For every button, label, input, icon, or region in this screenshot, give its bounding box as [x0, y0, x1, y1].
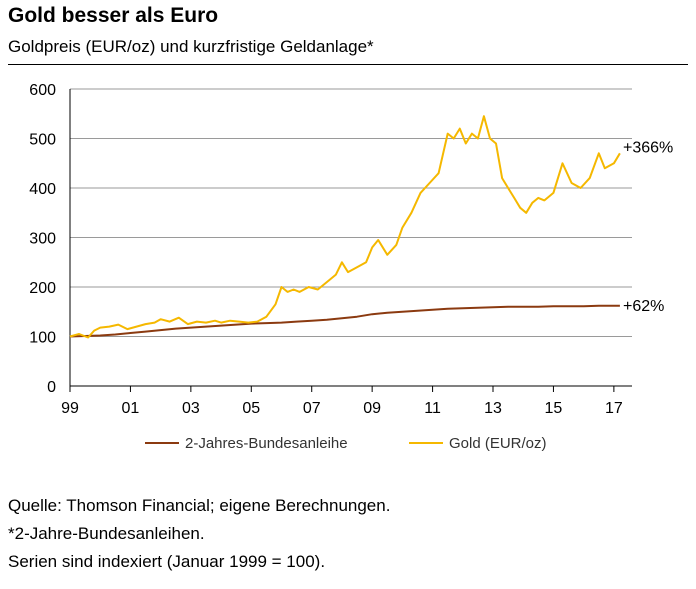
line-chart: 0 100 200 300 400 500 600 99 01 03 05 07 09 11 13 15 17… — [29, 82, 673, 452]
axes — [69, 89, 632, 392]
y-tick-labels: 0 100 200 300 400 500 600 — [29, 82, 56, 396]
x-tick-labels: 99 01 03 05 07 09 11 13 15 17 — [61, 400, 623, 417]
end-label-2-jahres-bundesanleihe: +62% — [623, 298, 664, 315]
y-tick-label-0: 0 — [47, 379, 56, 396]
y-tick-label-100: 100 — [29, 330, 56, 347]
y-tick-label-200: 200 — [29, 280, 56, 297]
y-tick-label-400: 400 — [29, 181, 56, 198]
chart-title: Gold besser als Euro — [8, 4, 219, 27]
y-tick-label-600: 600 — [29, 82, 56, 99]
gridlines — [70, 88, 632, 337]
x-tick-label-11: 11 — [424, 400, 441, 417]
footnote-bonds: *2-Jahre-Bundesanleihen. — [8, 524, 205, 543]
x-tick-label-99: 99 — [61, 400, 79, 417]
end-label-gold-eur-oz: +366% — [623, 139, 673, 156]
end-labels: +62% +366% — [623, 139, 673, 314]
header-divider — [8, 64, 688, 65]
series-lines — [69, 115, 621, 339]
legend: 2-Jahres-Bundesanleihe Gold (EUR/oz) — [145, 435, 547, 452]
y-tick-label-500: 500 — [29, 132, 56, 149]
x-tick-label-13: 13 — [484, 400, 502, 417]
x-tick-label-01: 01 — [122, 400, 140, 417]
legend-label-gold-eur-oz: Gold (EUR/oz) — [449, 435, 547, 452]
x-tick-label-17: 17 — [605, 400, 623, 417]
x-tick-label-15: 15 — [545, 400, 563, 417]
chart-subtitle: Goldpreis (EUR/oz) und kurzfristige Geld… — [8, 37, 374, 56]
series-line-2-jahres-bundesanleihe — [69, 304, 620, 338]
y-tick-label-300: 300 — [29, 231, 56, 248]
footnote-index: Serien sind indexiert (Januar 1999 = 100… — [8, 552, 326, 571]
x-tick-label-05: 05 — [242, 400, 260, 417]
x-tick-label-09: 09 — [363, 400, 381, 417]
footnote-source: Quelle: Thomson Financial; eigene Berech… — [8, 496, 391, 515]
x-tick-label-03: 03 — [182, 400, 200, 417]
legend-label-2-jahres-bundesanleihe: 2-Jahres-Bundesanleihe — [185, 435, 348, 452]
x-tick-label-07: 07 — [303, 400, 321, 417]
series-line-gold-eur-oz — [69, 115, 621, 339]
